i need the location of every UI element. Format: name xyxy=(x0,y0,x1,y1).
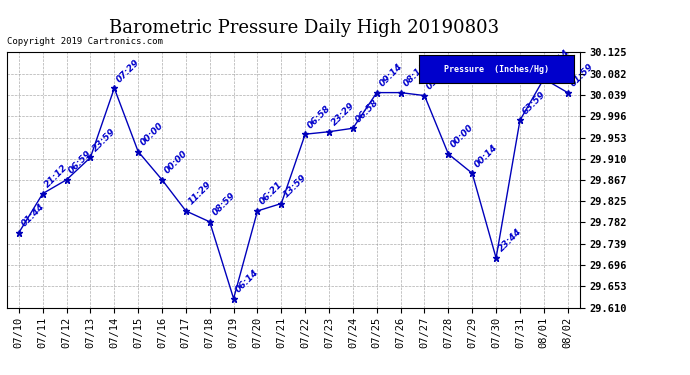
Text: 21:12: 21:12 xyxy=(43,163,70,189)
Text: 11:14: 11:14 xyxy=(544,48,571,75)
Text: 06:58: 06:58 xyxy=(353,98,380,124)
Text: 01:59: 01:59 xyxy=(569,62,595,88)
Text: 06:14: 06:14 xyxy=(234,268,261,294)
Text: 06:21: 06:21 xyxy=(258,180,285,207)
Text: Copyright 2019 Cartronics.com: Copyright 2019 Cartronics.com xyxy=(7,38,163,46)
Text: 23:59: 23:59 xyxy=(91,127,117,153)
Text: 09:59: 09:59 xyxy=(425,65,452,92)
Text: 23:44: 23:44 xyxy=(497,227,523,254)
Text: 01:44: 01:44 xyxy=(19,202,46,229)
Text: 11:29: 11:29 xyxy=(186,180,213,207)
Text: 06:58: 06:58 xyxy=(306,104,333,130)
Text: 23:29: 23:29 xyxy=(330,101,356,128)
Text: 06:59: 06:59 xyxy=(67,149,94,176)
Text: 07:29: 07:29 xyxy=(115,57,141,84)
Text: 63:59: 63:59 xyxy=(520,90,547,116)
Text: 08:59: 08:59 xyxy=(210,191,237,218)
Text: 09:14: 09:14 xyxy=(377,62,404,88)
Text: 00:00: 00:00 xyxy=(139,121,166,147)
Text: 00:14: 00:14 xyxy=(473,142,500,169)
Text: 00:00: 00:00 xyxy=(163,149,189,176)
Text: 00:00: 00:00 xyxy=(449,123,475,150)
Text: 08:14: 08:14 xyxy=(402,62,428,88)
Text: Barometric Pressure Daily High 20190803: Barometric Pressure Daily High 20190803 xyxy=(108,19,499,37)
Text: 13:59: 13:59 xyxy=(282,173,308,200)
